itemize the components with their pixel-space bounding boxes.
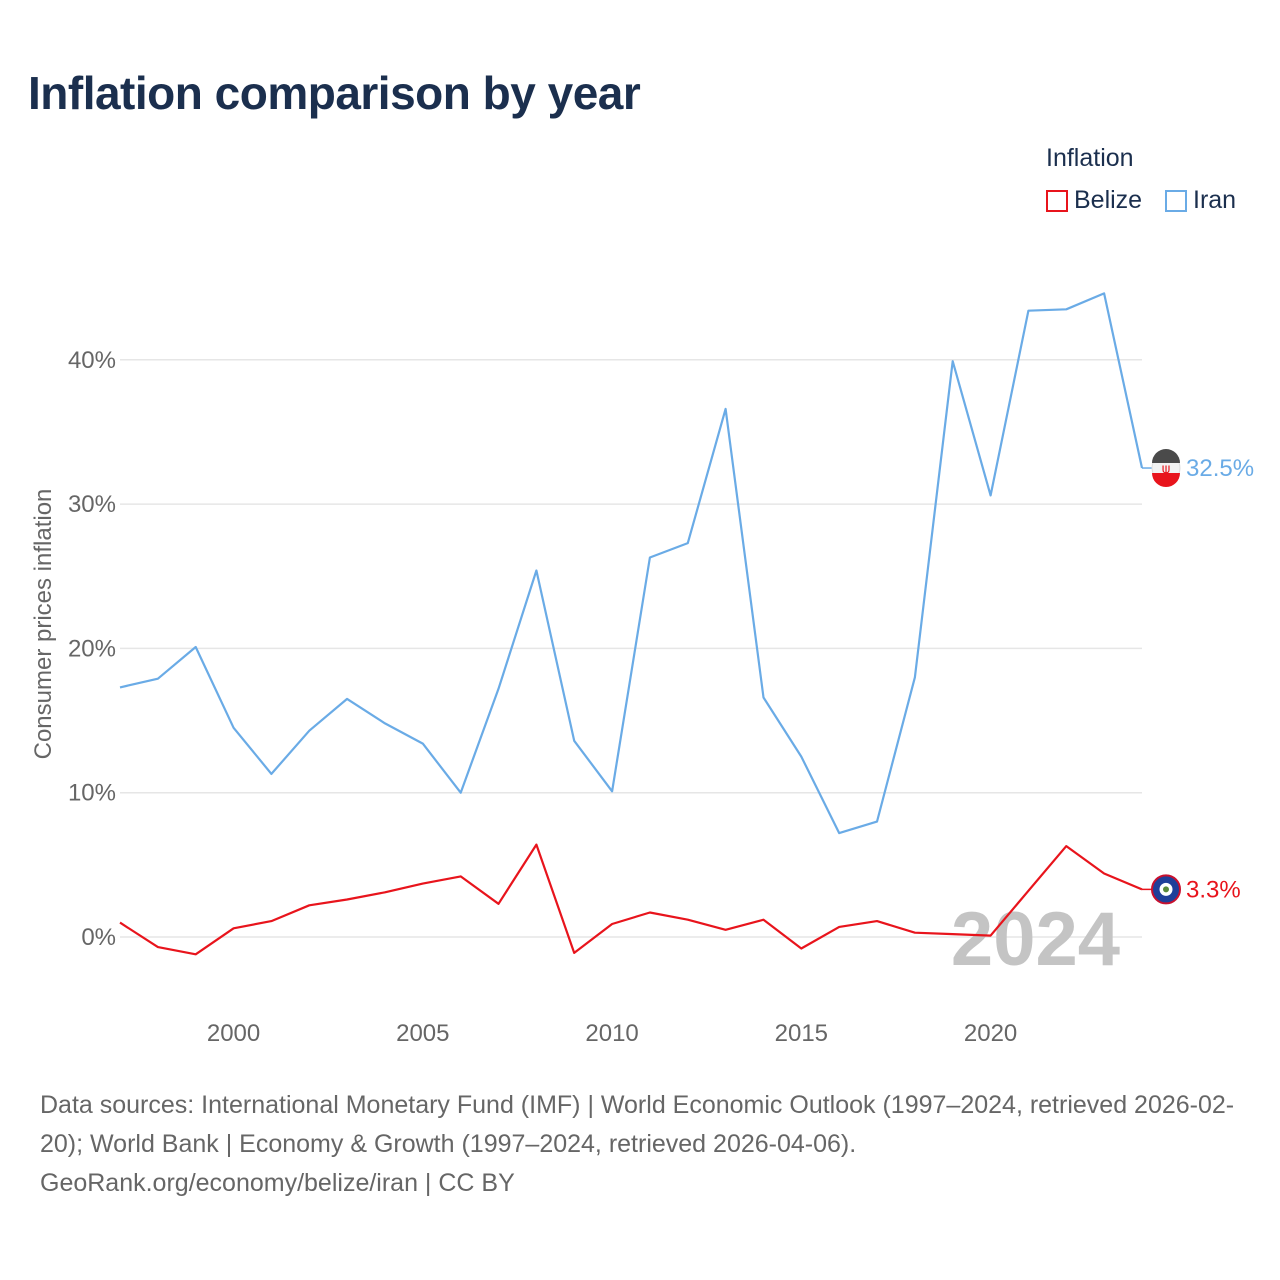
svg-text:ψ: ψ xyxy=(1162,462,1171,477)
y-tick-label: 20% xyxy=(68,635,116,662)
y-tick-label: 0% xyxy=(81,924,116,951)
footer: Data sources: International Monetary Fun… xyxy=(40,1086,1250,1203)
footer-sources: Data sources: International Monetary Fun… xyxy=(40,1091,1235,1158)
legend-label-iran: Iran xyxy=(1193,186,1237,214)
legend-item-iran[interactable]: Iran xyxy=(1165,186,1236,215)
line-chart: 0%10%20%30%40%2000 2005 2010 2015 2020 2024 … xyxy=(30,292,1254,1047)
series-line-iran[interactable] xyxy=(119,292,1144,835)
chart-title: Inflation comparison by year xyxy=(28,67,641,119)
flag-iran-icon: ψ xyxy=(1151,449,1181,488)
legend-swatch-belize xyxy=(1046,189,1068,212)
legend-swatch-iran xyxy=(1165,189,1187,212)
end-label-iran: 32.5% xyxy=(1186,455,1254,482)
y-tick-label: 10% xyxy=(68,780,116,807)
x-tick-label: 2015 xyxy=(775,1020,828,1047)
legend-label-belize: Belize xyxy=(1074,186,1143,214)
end-label-belize: 3.3% xyxy=(1186,876,1241,903)
legend-item-belize[interactable]: Belize xyxy=(1046,186,1142,215)
footer-attribution: GeoRank.org/economy/belize/iran | CC BY xyxy=(40,1169,515,1197)
flag-belize-icon xyxy=(1151,874,1181,905)
x-tick-label: 2010 xyxy=(585,1020,638,1047)
series-line-belize[interactable] xyxy=(119,843,1143,956)
y-tick-label: 30% xyxy=(68,491,116,518)
watermark-year: 2024 xyxy=(951,897,1120,982)
x-tick-label: 2020 xyxy=(964,1020,1017,1047)
legend-title: Inflation xyxy=(1046,144,1134,172)
x-tick-label: 2005 xyxy=(396,1020,449,1047)
y-tick-label: 40% xyxy=(68,347,116,374)
y-axis-label: Consumer prices inflation xyxy=(30,489,57,760)
x-tick-label: 2000 xyxy=(207,1020,260,1047)
